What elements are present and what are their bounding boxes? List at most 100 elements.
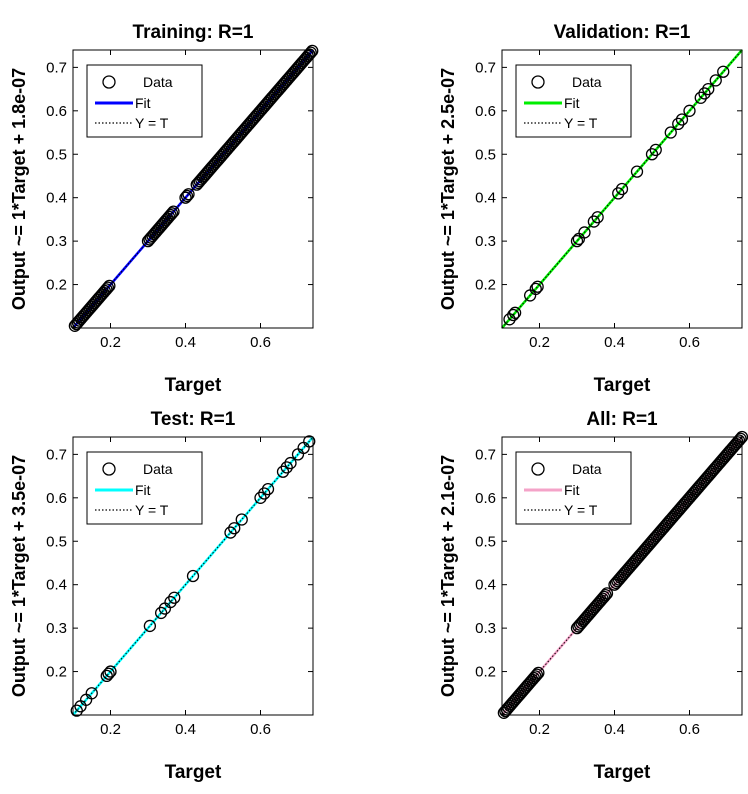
y-tick-label: 0.4 [46, 577, 67, 594]
y-tick-label: 0.5 [46, 146, 67, 163]
data-point [186, 569, 200, 583]
x-axis-label: Target [165, 762, 222, 783]
data-point [103, 279, 116, 293]
data-point [154, 606, 168, 620]
fit-line [72, 436, 314, 716]
y-tick-label: 0.6 [475, 103, 496, 120]
data-point [508, 306, 522, 319]
x-tick-label: 0.2 [100, 721, 121, 738]
y-tick-label: 0.2 [475, 277, 496, 294]
legend: Data Fit Y = T [86, 64, 203, 138]
data-point [600, 587, 614, 600]
y-tick-label: 0.5 [475, 533, 496, 550]
legend-label-fit: Fit [564, 482, 580, 498]
data-point [143, 619, 157, 633]
data-point [254, 491, 267, 504]
data-point [167, 205, 180, 218]
y-axis-label: Output ~= 1*Target + 2.1e-07 [438, 455, 458, 697]
x-tick-label: 0.4 [175, 334, 196, 351]
panel-training: Training: R=1 Data Fit Y = T 0.2 0.4 0.6 0… [9, 22, 319, 396]
data-point [615, 182, 629, 196]
y-tick-label: 0.2 [46, 277, 67, 294]
y-tick-label: 0.3 [46, 620, 67, 637]
y-tick-label: 0.7 [46, 59, 67, 76]
x-axis-label: Target [165, 375, 222, 396]
plot-area [68, 44, 319, 332]
data-point [85, 687, 98, 700]
y-tick-label: 0.4 [46, 190, 67, 207]
data-point [529, 670, 542, 683]
y-tick-label: 0.2 [46, 664, 67, 681]
data-point [100, 669, 113, 683]
data-point [182, 188, 195, 201]
x-tick-label: 0.4 [604, 721, 625, 738]
data-point [224, 526, 237, 539]
data-point [102, 667, 115, 680]
panel-title: Test: R=1 [151, 409, 236, 430]
data-point [717, 65, 730, 78]
plot-area [501, 49, 743, 329]
axes-frame [501, 49, 743, 329]
x-tick-label: 0.4 [175, 721, 196, 738]
y-tick-label: 0.5 [475, 146, 496, 163]
data-point [306, 44, 319, 58]
data-point [179, 191, 192, 204]
data-point [180, 189, 194, 203]
data-point [645, 148, 659, 161]
panel-validation: Validation: R=1 Data Fit Y = T 0.2 0.4 0.6… [438, 22, 743, 396]
axes-frame [72, 436, 314, 716]
x-tick-label: 0.2 [529, 721, 550, 738]
x-tick-label: 0.6 [250, 721, 271, 738]
y-tick-label: 0.2 [475, 664, 496, 681]
data-point [165, 207, 179, 220]
x-tick-labels: 0.2 0.4 0.6 [100, 437, 271, 738]
y-axis-label: Output ~= 1*Target + 3.5e-07 [9, 455, 29, 697]
x-tick-labels: 0.2 0.4 0.6 [529, 50, 700, 351]
legend: Data Fit Y = T [515, 64, 632, 138]
legend-label-fit: Fit [135, 95, 151, 111]
y-tick-label: 0.7 [475, 446, 496, 463]
data-point [664, 126, 677, 139]
legend-data-marker [102, 75, 116, 89]
data-point [683, 104, 696, 117]
data-point [630, 165, 644, 178]
y-tick-label: 0.3 [475, 620, 496, 637]
data-point [280, 461, 293, 474]
x-tick-labels: 0.2 0.4 0.6 [100, 50, 271, 351]
legend-label-data: Data [143, 461, 173, 477]
legend-data-marker [531, 462, 545, 476]
data-point [235, 513, 248, 526]
data-point [672, 117, 685, 130]
panel-title: Training: R=1 [133, 22, 254, 43]
data-point [70, 704, 83, 717]
y-tick-label: 0.5 [46, 533, 67, 550]
y-tick-label: 0.3 [475, 233, 496, 250]
panel-title: Validation: R=1 [554, 22, 691, 43]
data-point [698, 87, 711, 100]
y-tick-label: 0.7 [475, 59, 496, 76]
y-tick-label: 0.3 [46, 233, 67, 250]
data-point [303, 435, 316, 448]
legend-label-identity: Y = T [135, 115, 169, 131]
data-point [532, 666, 545, 680]
data-point [164, 595, 177, 609]
y-tick-label: 0.6 [46, 103, 67, 120]
x-axis-label: Target [594, 375, 651, 396]
y-tick-label: 0.6 [46, 490, 67, 507]
legend-label-data: Data [143, 74, 173, 90]
panel-title: All: R=1 [586, 409, 658, 430]
data-point [599, 588, 612, 602]
axes-frame [72, 49, 314, 329]
plot-area [497, 430, 748, 719]
y-tick-label: 0.4 [475, 190, 496, 207]
data-point [284, 456, 297, 470]
data-point [258, 487, 271, 500]
data-point [578, 226, 591, 239]
data-point [597, 590, 611, 604]
data-point [591, 211, 604, 224]
legend-data-marker [102, 462, 116, 476]
y-axis-label: Output ~= 1*Target + 1.8e-07 [9, 68, 29, 310]
data-point [168, 591, 181, 604]
legend-label-fit: Fit [135, 482, 151, 498]
